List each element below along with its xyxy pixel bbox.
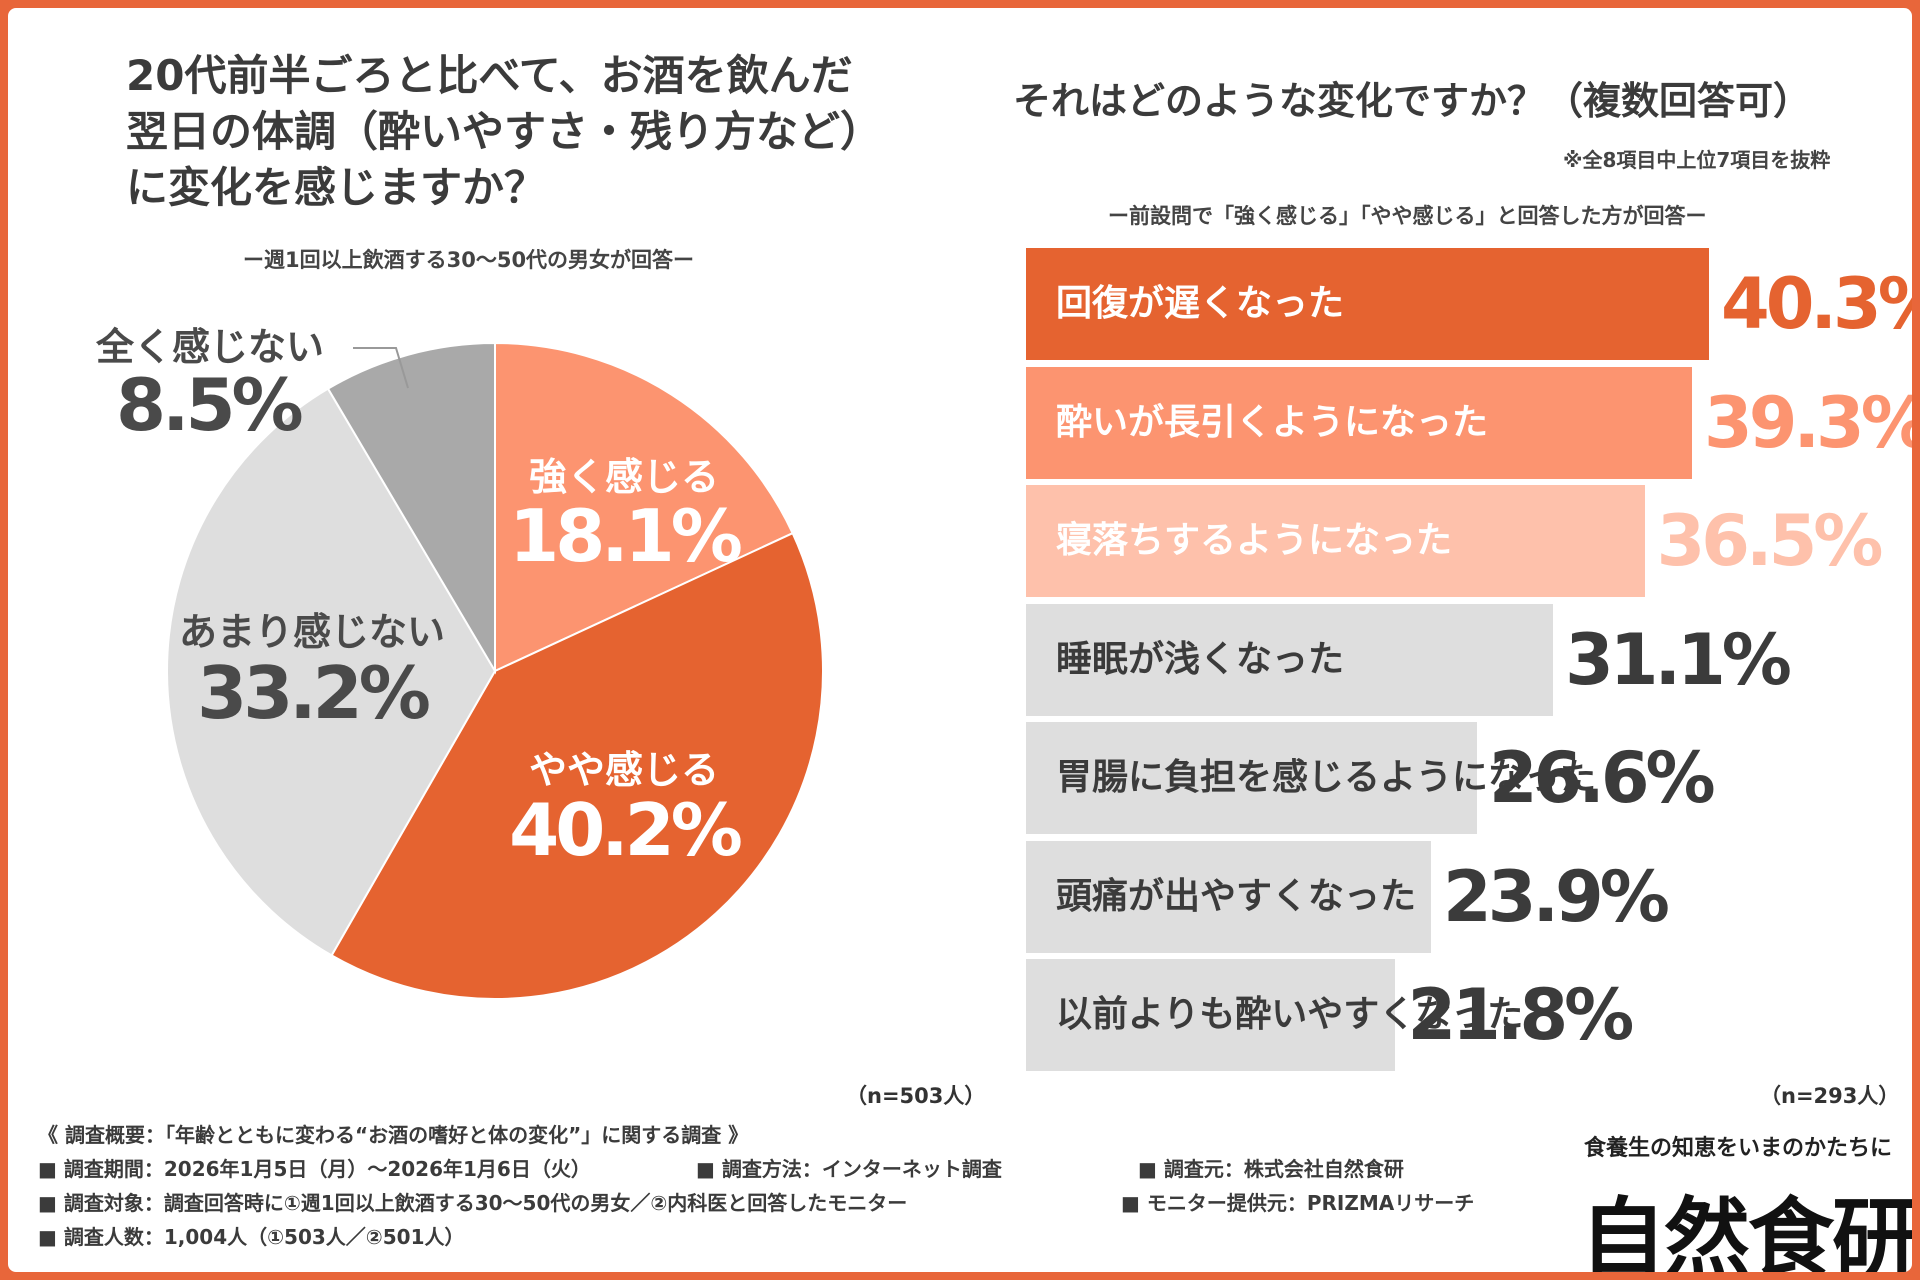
bar-value: 21.8%	[1407, 974, 1634, 1056]
survey-target: ■ 調査対象：調査回答時に①週1回以上飲酒する30〜50代の男女／②内科医と回答…	[38, 1191, 908, 1215]
pie-value-strong: 18.1%	[509, 494, 741, 578]
pie-label-not-much: あまり感じない	[179, 610, 445, 654]
pie-value-not-much: 33.2%	[197, 651, 429, 735]
pie-slice-not-much	[166, 387, 497, 957]
pie-title-line: 翌日の体調（酔いやすさ・残り方など）	[126, 107, 883, 156]
brand-tagline: 食養生の知恵をいまのかたちに	[1584, 1136, 1893, 1161]
bar-fill	[1026, 959, 1396, 1071]
bar-value: 31.1%	[1565, 618, 1792, 701]
bar-value: 39.3%	[1704, 381, 1912, 464]
bar-subnote: ※全8項目中上位7項目を抜粋	[1563, 148, 1831, 172]
pie-leader-line	[353, 347, 409, 389]
bar-fill	[1026, 248, 1709, 360]
pie-question-title: 20代前半ごろと比べて、お酒を飲んだ 翌日の体調（酔いやすさ・残り方など） に変…	[126, 48, 926, 216]
bar-question-title: それはどのような変化ですか？（複数回答可）	[1013, 79, 1812, 123]
pie-value-not-at-all: 8.5%	[116, 363, 302, 447]
pie-sample-size: （n=503人）	[846, 1084, 986, 1108]
pie-slice-somewhat	[330, 531, 824, 1000]
pie-slice-not-at-all	[326, 341, 496, 675]
infographic-frame: 20代前半ごろと比べて、お酒を飲んだ 翌日の体調（酔いやすさ・残り方など） に変…	[8, 8, 1912, 1272]
survey-source: ■ 調査元：株式会社自然食研	[1138, 1157, 1404, 1181]
pie-slice-strong	[494, 341, 794, 673]
bar-fill	[1026, 840, 1432, 953]
bar-value: 36.5%	[1656, 500, 1884, 582]
bar-label: 以前よりも酔いやすくなった	[1056, 994, 1524, 1035]
survey-heading: 《 調査概要：「年齢とともに変わる“お酒の嗜好と体の変化”」に関する調査 》	[38, 1123, 749, 1147]
brand-logo-text: 自然食研	[1580, 1188, 1912, 1272]
bar-sample-size: （n=293人）	[1760, 1084, 1900, 1108]
pie-value-somewhat: 40.2%	[509, 788, 741, 872]
bar-label: 酔いが長引くようになった	[1056, 401, 1489, 443]
bar-value: 26.6%	[1488, 737, 1716, 819]
bar-label: 回復が遅くなった	[1056, 283, 1345, 324]
survey-provider: ■ モニター提供元：PRIZMAリサーチ	[1121, 1191, 1475, 1215]
survey-period: ■ 調査期間：2026年1月5日（月）〜2026年1月6日（火）	[38, 1157, 591, 1181]
bar-fill	[1026, 485, 1645, 597]
pie-label-somewhat: やや感じる	[529, 748, 719, 792]
bar-fill	[1026, 722, 1477, 834]
bar-fill	[1026, 366, 1693, 479]
pie-title-line: に変化を感じますか？	[126, 163, 547, 212]
pie-title-line: 20代前半ごろと比べて、お酒を飲んだ	[126, 51, 853, 100]
survey-method: ■ 調査方法：インターネット調査	[696, 1157, 1002, 1181]
pie-label-strong: 強く感じる	[529, 455, 719, 499]
survey-count: ■ 調査人数：1,004人（①503人／②501人）	[38, 1225, 465, 1249]
bar-value: 23.9%	[1443, 855, 1670, 938]
bar-label: 睡眠が浅くなった	[1056, 638, 1345, 680]
bar-respondent-note: ー前設問で「強く感じる」「やや感じる」と回答した方が回答ー	[1108, 204, 1707, 228]
bar-fill	[1026, 603, 1554, 716]
bar-label: 寝落ちするようになった	[1056, 520, 1453, 561]
bar-value: 40.3%	[1721, 263, 1912, 345]
bar-label: 胃腸に負担を感じるようになった	[1056, 757, 1597, 798]
pie-respondent-note: ー週1回以上飲酒する30〜50代の男女が回答ー	[243, 248, 695, 272]
pie-label-not-at-all: 全く感じない	[95, 325, 324, 369]
bar-label: 頭痛が出やすくなった	[1056, 875, 1417, 917]
